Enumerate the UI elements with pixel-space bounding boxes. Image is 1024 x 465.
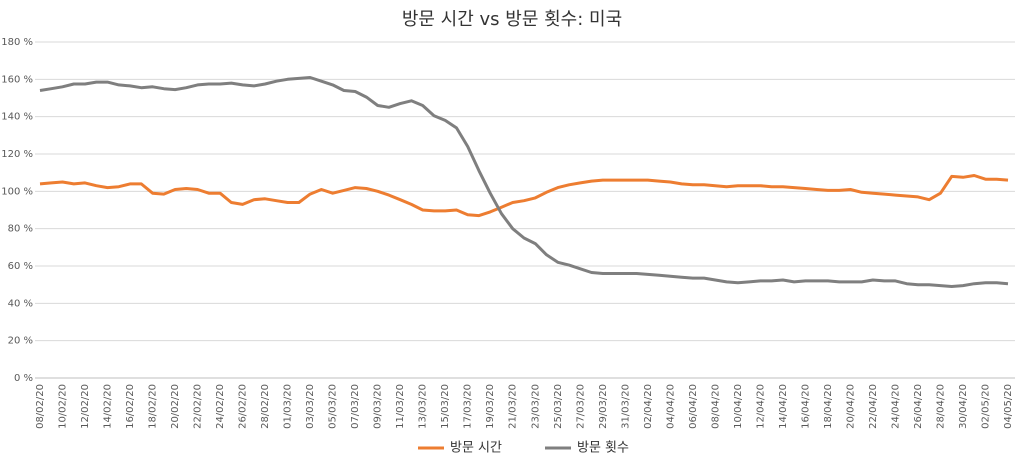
y-tick-label: 80 % [8, 224, 33, 235]
x-tick-label: 01/03/20 [283, 384, 294, 429]
x-tick-label: 28/04/20 [935, 384, 946, 429]
x-tick-label: 07/03/20 [350, 384, 361, 429]
x-tick-label: 18/02/20 [148, 384, 159, 429]
x-tick-label: 08/02/20 [35, 384, 46, 429]
y-tick-label: 40 % [8, 298, 33, 309]
x-tick-label: 31/03/20 [620, 384, 631, 429]
x-tick-label: 04/04/20 [665, 384, 676, 429]
x-tick-label: 21/03/20 [508, 384, 519, 429]
x-tick-label: 09/03/20 [373, 384, 384, 429]
x-tick-label: 20/02/20 [170, 384, 181, 429]
legend-label: 방문 횟수 [577, 441, 629, 456]
chart-title: 방문 시간 vs 방문 횟수: 미국 [402, 9, 622, 30]
x-tick-label: 04/05/20 [1003, 384, 1014, 429]
y-tick-label: 160 % [1, 74, 33, 85]
x-tick-label: 24/04/20 [890, 384, 901, 429]
x-tick-label: 05/03/20 [328, 384, 339, 429]
x-tick-label: 10/02/20 [58, 384, 69, 429]
y-tick-label: 60 % [8, 261, 33, 272]
x-tick-label: 16/02/20 [125, 384, 136, 429]
y-tick-label: 180 % [1, 37, 33, 48]
y-tick-label: 0 % [14, 373, 33, 384]
y-tick-label: 20 % [8, 336, 33, 347]
x-tick-label: 06/04/20 [688, 384, 699, 429]
x-tick-label: 26/04/20 [913, 384, 924, 429]
x-tick-label: 03/03/20 [305, 384, 316, 429]
x-tick-label: 16/04/20 [800, 384, 811, 429]
x-tick-label: 17/03/20 [463, 384, 474, 429]
x-tick-label: 08/04/20 [710, 384, 721, 429]
x-tick-label: 12/04/20 [755, 384, 766, 429]
y-tick-label: 100 % [1, 186, 33, 197]
x-tick-label: 11/03/20 [395, 384, 406, 429]
x-tick-label: 12/02/20 [80, 384, 91, 429]
y-tick-label: 140 % [1, 112, 33, 123]
x-tick-label: 14/02/20 [103, 384, 114, 429]
y-tick-label: 120 % [1, 149, 33, 160]
x-tick-label: 28/02/20 [260, 384, 271, 429]
x-tick-label: 30/04/20 [958, 384, 969, 429]
x-tick-label: 22/02/20 [193, 384, 204, 429]
x-tick-label: 22/04/20 [868, 384, 879, 429]
x-tick-label: 13/03/20 [418, 384, 429, 429]
x-tick-label: 25/03/20 [553, 384, 564, 429]
x-tick-label: 24/02/20 [215, 384, 226, 429]
x-tick-label: 10/04/20 [733, 384, 744, 429]
x-tick-label: 23/03/20 [530, 384, 541, 429]
x-tick-label: 15/03/20 [440, 384, 451, 429]
x-tick-label: 18/04/20 [823, 384, 834, 429]
x-tick-label: 14/04/20 [778, 384, 789, 429]
series-line [39, 174, 1009, 218]
x-tick-label: 02/05/20 [980, 384, 991, 429]
legend-label: 방문 시간 [450, 441, 502, 456]
x-tick-label: 19/03/20 [485, 384, 496, 429]
x-tick-label: 26/02/20 [238, 384, 249, 429]
x-tick-label: 27/03/20 [575, 384, 586, 429]
x-tick-label: 20/04/20 [845, 384, 856, 429]
x-tick-label: 29/03/20 [598, 384, 609, 429]
series-line [39, 76, 1009, 288]
x-tick-label: 02/04/20 [643, 384, 654, 429]
